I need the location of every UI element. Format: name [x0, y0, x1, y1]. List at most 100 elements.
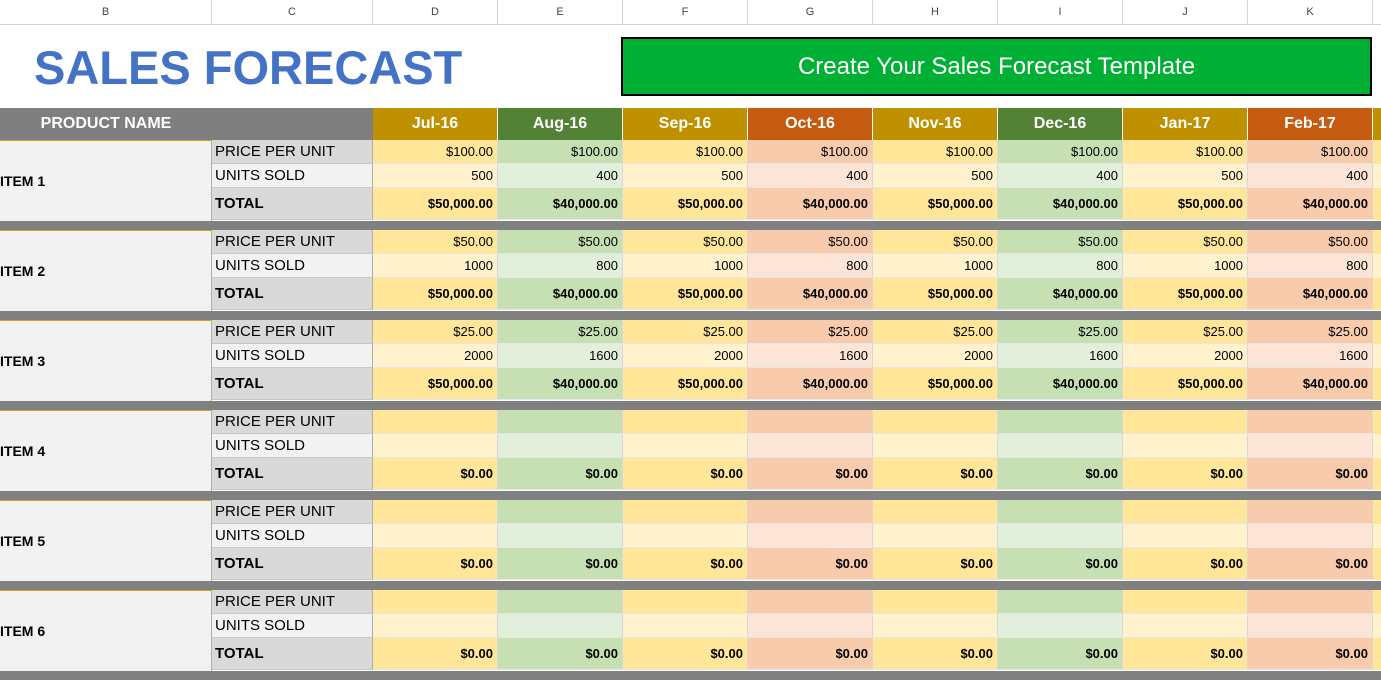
cell-units[interactable]: 1000 — [873, 254, 998, 278]
cell-price[interactable] — [623, 500, 748, 524]
column-header-g[interactable]: G — [748, 0, 873, 24]
cell-price[interactable] — [373, 410, 498, 434]
item-name[interactable]: ITEM 5 — [0, 500, 212, 581]
create-template-button[interactable]: Create Your Sales Forecast Template — [621, 37, 1372, 96]
cell-units[interactable] — [748, 524, 873, 548]
cell-total[interactable]: $50,000.00 — [1123, 188, 1248, 220]
cell-price[interactable]: $25.00 — [373, 320, 498, 344]
cell-units[interactable]: 2000 — [623, 344, 748, 368]
cell-price[interactable] — [1248, 500, 1373, 524]
cell-total[interactable]: $50,000.00 — [623, 368, 748, 400]
cell-price[interactable]: $50.00 — [498, 230, 623, 254]
cell-units[interactable]: 2000 — [373, 344, 498, 368]
cell-price[interactable] — [873, 410, 998, 434]
cell-price[interactable]: $100.00 — [998, 140, 1123, 164]
column-header-j[interactable]: J — [1123, 0, 1248, 24]
cell-price[interactable] — [498, 410, 623, 434]
column-header-h[interactable]: H — [873, 0, 998, 24]
cell-total[interactable]: $0.00 — [998, 458, 1123, 490]
column-header-d[interactable]: D — [373, 0, 498, 24]
cell-units[interactable]: 1000 — [373, 254, 498, 278]
cell-price[interactable]: $100.00 — [1123, 140, 1248, 164]
cell-units[interactable] — [748, 614, 873, 638]
cell-total[interactable]: $40,000.00 — [748, 188, 873, 220]
cell-units[interactable]: 400 — [998, 164, 1123, 188]
cell-total[interactable]: $0.00 — [873, 638, 998, 670]
cell-total[interactable]: $40,000.00 — [748, 278, 873, 310]
cell-total[interactable]: $0.00 — [1248, 458, 1373, 490]
cell-total[interactable]: $0.00 — [1123, 638, 1248, 670]
cell-price[interactable]: $25.00 — [998, 320, 1123, 344]
cell-units[interactable]: 1000 — [623, 254, 748, 278]
cell-units[interactable]: 1600 — [748, 344, 873, 368]
cell-units[interactable]: 2000 — [873, 344, 998, 368]
cell-price[interactable] — [498, 590, 623, 614]
cell-units[interactable] — [1123, 434, 1248, 458]
cell-units[interactable]: 1600 — [498, 344, 623, 368]
cell-price[interactable] — [623, 410, 748, 434]
cell-price[interactable]: $25.00 — [748, 320, 873, 344]
cell-total[interactable]: $0.00 — [998, 548, 1123, 580]
cell-units[interactable] — [998, 614, 1123, 638]
cell-units[interactable] — [1248, 434, 1373, 458]
cell-units[interactable]: 800 — [998, 254, 1123, 278]
cell-total[interactable]: $0.00 — [373, 548, 498, 580]
cell-price[interactable] — [1123, 410, 1248, 434]
cell-units[interactable]: 500 — [873, 164, 998, 188]
cell-total[interactable]: $0.00 — [623, 458, 748, 490]
cell-units[interactable] — [373, 614, 498, 638]
cell-total[interactable]: $0.00 — [498, 458, 623, 490]
cell-units[interactable]: 800 — [498, 254, 623, 278]
cell-total[interactable]: $50,000.00 — [373, 368, 498, 400]
cell-price[interactable]: $25.00 — [623, 320, 748, 344]
cell-price[interactable]: $100.00 — [373, 140, 498, 164]
cell-units[interactable] — [1123, 524, 1248, 548]
cell-price[interactable]: $50.00 — [623, 230, 748, 254]
cell-units[interactable]: 1000 — [1123, 254, 1248, 278]
cell-total[interactable]: $40,000.00 — [1248, 278, 1373, 310]
cell-price[interactable]: $50.00 — [1123, 230, 1248, 254]
cell-price[interactable]: $50.00 — [873, 230, 998, 254]
cell-total[interactable]: $0.00 — [1123, 548, 1248, 580]
cell-total[interactable]: $0.00 — [873, 548, 998, 580]
cell-total[interactable]: $40,000.00 — [998, 368, 1123, 400]
cell-units[interactable] — [623, 614, 748, 638]
column-header-f[interactable]: F — [623, 0, 748, 24]
cell-total[interactable]: $40,000.00 — [998, 278, 1123, 310]
cell-units[interactable] — [1123, 614, 1248, 638]
cell-units[interactable]: 400 — [1248, 164, 1373, 188]
cell-total[interactable]: $50,000.00 — [873, 278, 998, 310]
cell-units[interactable] — [873, 434, 998, 458]
cell-total[interactable]: $50,000.00 — [373, 278, 498, 310]
cell-total[interactable]: $40,000.00 — [1248, 368, 1373, 400]
cell-total[interactable]: $40,000.00 — [1248, 188, 1373, 220]
cell-units[interactable]: 400 — [498, 164, 623, 188]
cell-units[interactable]: 800 — [1248, 254, 1373, 278]
cell-total[interactable]: $0.00 — [873, 458, 998, 490]
cell-total[interactable]: $0.00 — [373, 638, 498, 670]
cell-units[interactable]: 800 — [748, 254, 873, 278]
cell-total[interactable]: $0.00 — [498, 548, 623, 580]
cell-price[interactable]: $50.00 — [748, 230, 873, 254]
cell-price[interactable]: $100.00 — [1248, 140, 1373, 164]
cell-units[interactable] — [498, 524, 623, 548]
cell-units[interactable] — [498, 614, 623, 638]
cell-total[interactable]: $0.00 — [623, 638, 748, 670]
cell-total[interactable]: $50,000.00 — [623, 188, 748, 220]
item-name[interactable]: ITEM 2 — [0, 230, 212, 311]
cell-units[interactable] — [373, 524, 498, 548]
cell-units[interactable]: 400 — [748, 164, 873, 188]
column-header-k[interactable]: K — [1248, 0, 1373, 24]
cell-price[interactable] — [623, 590, 748, 614]
cell-total[interactable]: $0.00 — [748, 548, 873, 580]
cell-units[interactable] — [873, 614, 998, 638]
cell-price[interactable]: $100.00 — [623, 140, 748, 164]
cell-total[interactable]: $0.00 — [748, 638, 873, 670]
column-header-b[interactable]: B — [0, 0, 212, 24]
cell-total[interactable]: $40,000.00 — [998, 188, 1123, 220]
cell-total[interactable]: $40,000.00 — [498, 278, 623, 310]
cell-price[interactable] — [373, 590, 498, 614]
cell-total[interactable]: $50,000.00 — [1123, 368, 1248, 400]
cell-units[interactable]: 2000 — [1123, 344, 1248, 368]
cell-total[interactable]: $50,000.00 — [873, 368, 998, 400]
